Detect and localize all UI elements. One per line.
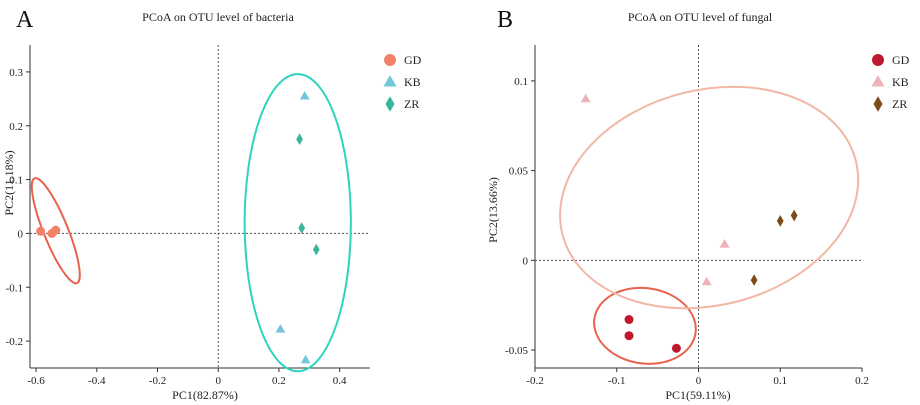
data-point-kb: [701, 276, 712, 286]
y-tick-label-b: 0: [523, 255, 529, 267]
group-ellipse-a: [243, 73, 352, 373]
group-ellipse-a: [30, 177, 81, 285]
data-point-zr: [296, 133, 303, 146]
y-tick-label-b: -0.05: [505, 345, 528, 357]
group-ellipse-b: [559, 85, 860, 310]
x-axis-label-b: PC1(59.11%): [665, 388, 730, 402]
y-tick-label-a: -0.2: [6, 336, 23, 348]
data-point-kb: [299, 91, 310, 100]
data-point-gd: [624, 331, 634, 341]
data-point-kb: [580, 93, 591, 103]
legend-marker-gd: [872, 54, 884, 66]
data-point-zr: [776, 215, 784, 227]
legend-label-gd: GD: [892, 53, 910, 67]
y-tick-label-b: 0.05: [509, 166, 529, 178]
legend-marker-zr: [385, 96, 395, 112]
legend-marker-zr: [873, 96, 883, 112]
legend-marker-kb: [871, 75, 885, 87]
chart-title-a: PCoA on OTU level of bacteria: [142, 10, 294, 24]
x-tick-label-b: 0.2: [855, 375, 869, 387]
data-point-kb: [719, 239, 730, 248]
y-tick-label-a: 0.1: [9, 175, 23, 187]
chart-panel-a: PCoA on OTU level of bacteria PC1(82.87%…: [2, 10, 422, 402]
data-point-kb: [275, 324, 286, 333]
x-tick-label-a: -0.6: [27, 375, 45, 387]
data-point-zr: [790, 209, 798, 222]
chart-panel-b: PCoA on OTU level of fungal PC1(59.11%) …: [486, 10, 910, 402]
y-tick-label-a: 0: [18, 228, 24, 240]
x-axis-label-a: PC1(82.87%): [172, 388, 238, 402]
legend-label-gd: GD: [404, 53, 422, 67]
y-axis-label-b: PC2(13.66%): [486, 177, 500, 243]
legend-label-zr: ZR: [404, 97, 419, 111]
x-tick-label-b: -0.1: [608, 375, 625, 387]
y-tick-label-a: -0.1: [6, 282, 23, 294]
data-point-gd: [36, 226, 46, 236]
chart-title-b: PCoA on OTU level of fungal: [628, 10, 773, 24]
data-point-zr: [298, 222, 306, 234]
legend-label-zr: ZR: [892, 97, 907, 111]
y-tick-label-a: 0.3: [9, 67, 23, 79]
x-tick-label-b: -0.2: [526, 375, 543, 387]
panel-letter-b: B: [497, 7, 513, 33]
x-tick-label-a: -0.4: [88, 375, 106, 387]
y-axis-label-a: PC2(11.18%): [2, 150, 16, 215]
data-point-gd: [671, 343, 681, 353]
x-tick-label-b: 0.1: [773, 375, 787, 387]
data-point-zr: [750, 274, 758, 286]
x-tick-label-a: 0.2: [272, 375, 286, 387]
x-tick-label-b: 0: [696, 375, 702, 387]
legend-label-kb: KB: [404, 75, 421, 89]
data-point-gd: [624, 315, 634, 325]
data-point-kb: [300, 354, 311, 364]
x-tick-label-a: 0.4: [333, 375, 347, 387]
legend-marker-kb: [383, 75, 397, 87]
y-tick-label-b: 0.1: [514, 76, 528, 88]
legend-marker-gd: [384, 54, 396, 66]
legend-label-kb: KB: [892, 75, 909, 89]
y-tick-label-a: 0.2: [9, 121, 23, 133]
data-point-zr: [312, 243, 320, 256]
x-tick-label-a: 0: [215, 375, 221, 387]
data-point-gd: [51, 225, 61, 235]
x-tick-label-a: -0.2: [149, 375, 166, 387]
group-ellipse-b: [593, 286, 697, 365]
panel-letter-a: A: [16, 7, 34, 33]
